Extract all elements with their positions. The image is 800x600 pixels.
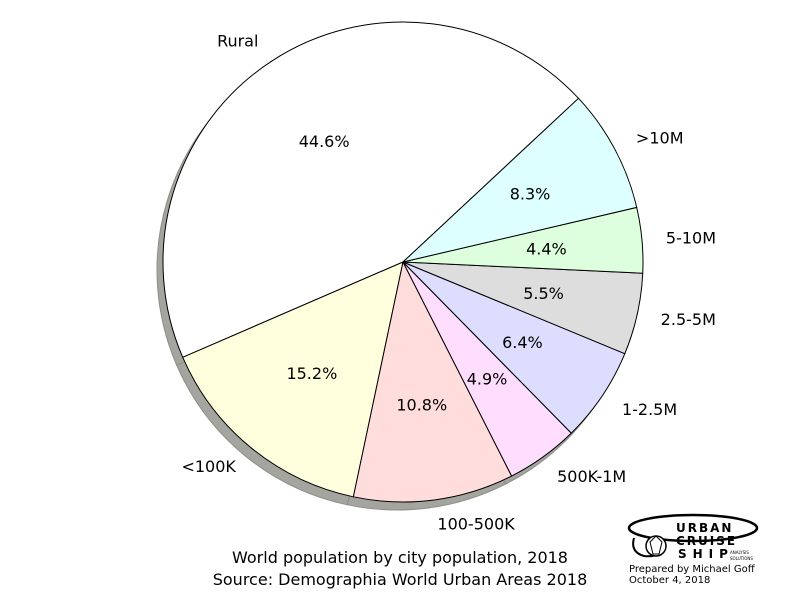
pie-slice-label-rural: Rural (217, 32, 258, 51)
logo-word-ship: SHIP (678, 547, 734, 561)
pie-pct-label-10m: 8.3% (510, 185, 551, 204)
pie-slice-10m (402, 97, 638, 263)
pie-pct-label-500k-1m: 4.9% (467, 369, 508, 388)
pie-slice-100k (182, 261, 404, 498)
chart-title: World population by city population, 201… (232, 548, 568, 567)
pie-pct-label-2-5-5m: 5.5% (523, 284, 564, 303)
logo-small-analysis: ANALYSIS (730, 550, 749, 555)
chart-subtitle: Source: Demographia World Urban Areas 20… (212, 570, 588, 589)
pie-slice-label-5-10m: 5-10M (666, 228, 716, 247)
pie-pct-label-rural: 44.6% (299, 132, 350, 151)
pie-slice-label-1-2-5m: 1-2.5M (622, 400, 677, 419)
logo-word-cruise: CRUISE (676, 534, 738, 548)
pie-pct-label-5-10m: 4.4% (526, 239, 567, 258)
pie-labels: 44.6% Rural 15.2% <100K 10.8% 100-500K 4.9% 500… (181, 32, 716, 534)
logo-emblem-icon (627, 513, 759, 558)
pie-slice-label-100-500k: 100-500K (437, 514, 515, 533)
pie-slice-label-500k-1m: 500K-1M (557, 467, 626, 486)
logo-word-urban: URBAN (676, 521, 734, 535)
urban-cruise-ship-logo: URBAN CRUISE SHIP ANALYSIS SOLUTIONS Pre… (626, 512, 766, 592)
pie-pct-label-100-500k: 10.8% (396, 395, 447, 414)
pie-slice-label-2-5-5m: 2.5-5M (661, 310, 716, 329)
pie-slice-100-500k (352, 261, 513, 503)
credit-date: October 4, 2018 (629, 575, 711, 586)
pie-pct-label-100k: 15.2% (286, 364, 337, 383)
pie-pct-label-1-2-5m: 6.4% (502, 333, 543, 352)
pie-slice-label-100k: <100K (181, 457, 236, 476)
pie-slice-label-10m: >10M (636, 128, 684, 147)
logo-small-solutions: SOLUTIONS (730, 556, 753, 561)
credit-prepared-by: Prepared by Michael Goff (629, 564, 755, 575)
pie-slices (162, 21, 644, 503)
pie-slice-rural (162, 21, 580, 358)
